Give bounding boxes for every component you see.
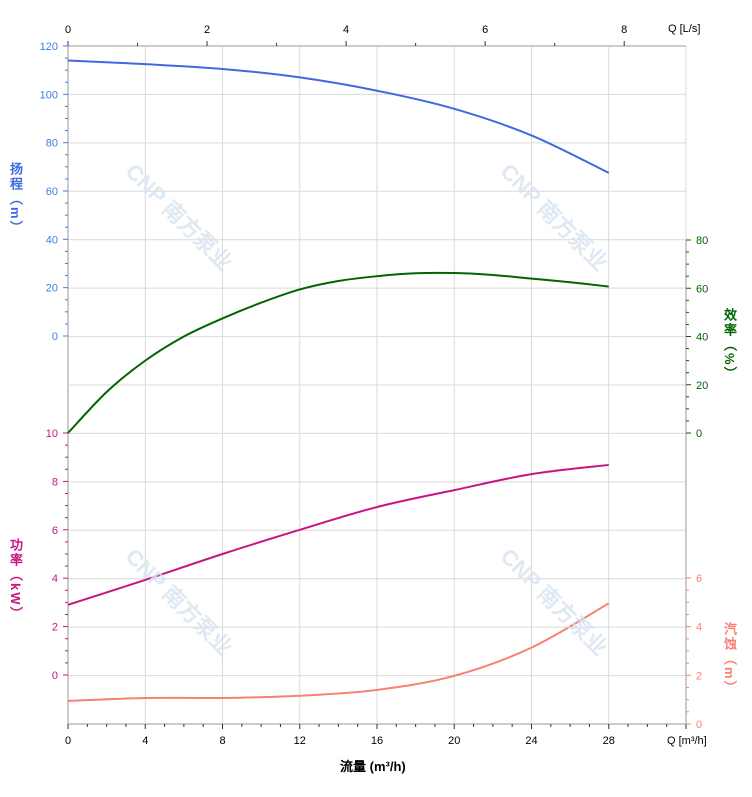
head-tick-label: 40	[46, 234, 58, 246]
power-tick-label: 0	[52, 670, 58, 682]
efficiency-axis-label: 效率（%）	[722, 308, 737, 382]
x-tick-label: 0	[65, 735, 71, 747]
x-tick-label: 8	[219, 735, 225, 747]
head-tick-label: 120	[40, 41, 58, 53]
npsh-tick-label: 4	[696, 622, 702, 634]
efficiency-curve	[67, 271, 609, 434]
head-tick-label: 100	[40, 89, 58, 101]
power-tick-label: 2	[52, 622, 58, 634]
power-tick-label: 8	[52, 476, 58, 488]
x-unit-label: Q [m³/h]	[667, 735, 707, 747]
x-top-tick-label: 2	[204, 24, 210, 36]
power-tick-label: 6	[52, 525, 58, 537]
power-axis-label: 功率（kW）	[8, 538, 23, 622]
power-tick-label: 4	[52, 573, 58, 585]
head-curve	[67, 59, 610, 174]
x-top-tick-label: 4	[343, 24, 349, 36]
x-axis-title: 流量 (m³/h)	[340, 759, 406, 774]
x-tick-label: 20	[448, 735, 460, 747]
x-tick-label: 4	[142, 735, 148, 747]
head-tick-label: 80	[46, 138, 58, 150]
head-tick-label: 60	[46, 186, 58, 198]
efficiency-tick-label: 80	[696, 235, 708, 247]
x-tick-label: 16	[371, 735, 383, 747]
x-top-tick-label: 8	[621, 24, 627, 36]
x-tick-label: 24	[525, 735, 537, 747]
x-tick-label: 12	[294, 735, 306, 747]
head-axis-label: 扬程（m）	[8, 162, 23, 236]
efficiency-tick-label: 0	[696, 428, 702, 440]
efficiency-tick-label: 20	[696, 380, 708, 392]
npsh-tick-label: 6	[696, 573, 702, 585]
head-tick-label: 20	[46, 283, 58, 295]
npsh-tick-label: 0	[696, 719, 702, 731]
efficiency-tick-label: 60	[696, 283, 708, 295]
npsh-axis-label: 汽蚀（m）	[722, 622, 737, 696]
power-curve	[67, 463, 609, 606]
x-top-tick-label: 6	[482, 24, 488, 36]
x-top-unit-label: Q [L/s]	[668, 23, 701, 35]
npsh-curve	[67, 602, 610, 702]
x-top-tick-label: 0	[65, 24, 71, 36]
power-tick-label: 10	[46, 428, 58, 440]
npsh-tick-label: 2	[696, 670, 702, 682]
head-tick-label: 0	[52, 331, 58, 343]
x-tick-label: 28	[603, 735, 615, 747]
efficiency-tick-label: 40	[696, 332, 708, 344]
